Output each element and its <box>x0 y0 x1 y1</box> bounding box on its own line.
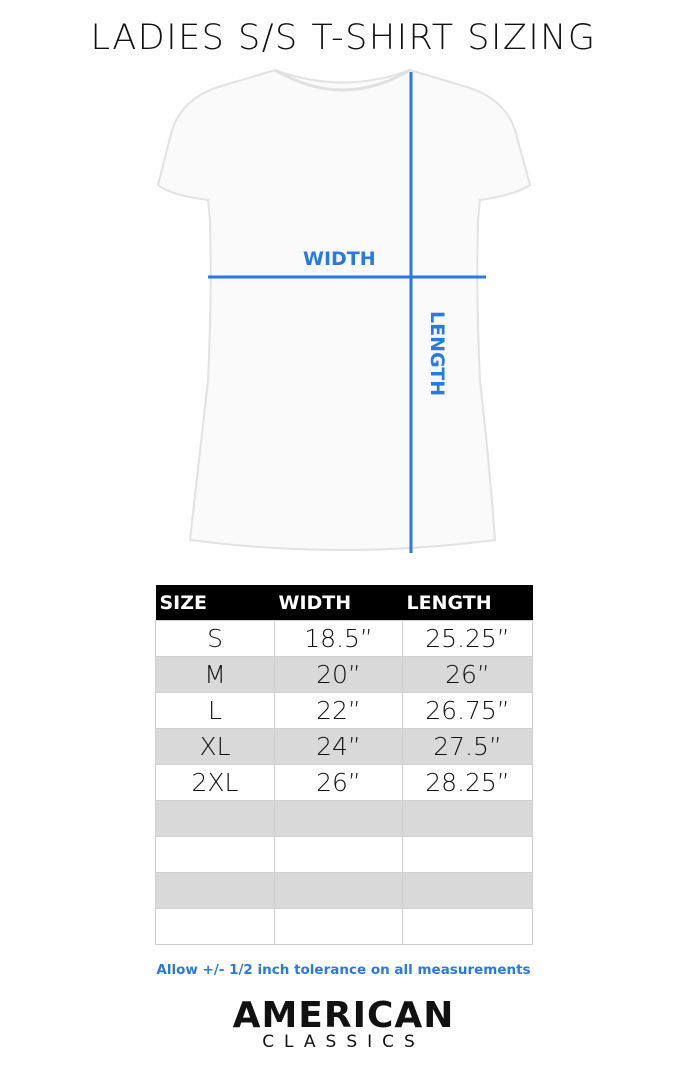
size-table: SIZE WIDTH LENGTH S 18.5” 25.25” M 20” 26” L 22… <box>155 585 533 945</box>
length-label: LENGTH <box>426 311 448 397</box>
cell-width <box>274 800 403 837</box>
table-row: S 18.5” 25.25” <box>155 620 533 657</box>
cell-length: 28.25” <box>402 764 533 801</box>
table-row <box>155 800 533 837</box>
tshirt-diagram <box>156 68 532 553</box>
cell-size <box>155 872 275 909</box>
cell-size: M <box>155 656 275 693</box>
page-title: LADIES S/S T-SHIRT SIZING <box>90 18 597 58</box>
header-size: SIZE <box>155 585 275 621</box>
cell-size: XL <box>155 728 275 765</box>
cell-size: 2XL <box>155 764 275 801</box>
cell-width <box>274 836 403 873</box>
header-length: LENGTH <box>402 585 533 621</box>
cell-length: 26” <box>402 656 533 693</box>
brand-logo-line2: CLASSICS <box>262 1032 425 1052</box>
width-label: WIDTH <box>303 248 376 270</box>
cell-size <box>155 908 275 945</box>
cell-length <box>402 872 533 909</box>
cell-width <box>274 908 403 945</box>
table-header: SIZE WIDTH LENGTH <box>155 585 533 621</box>
table-row: M 20” 26” <box>155 656 533 693</box>
cell-length <box>402 836 533 873</box>
cell-length: 27.5” <box>402 728 533 765</box>
cell-width: 24” <box>274 728 403 765</box>
table-row <box>155 908 533 945</box>
table-row <box>155 872 533 909</box>
cell-length <box>402 800 533 837</box>
cell-width: 22” <box>274 692 403 729</box>
cell-width <box>274 872 403 909</box>
table-row: XL 24” 27.5” <box>155 728 533 765</box>
cell-size: L <box>155 692 275 729</box>
cell-length: 26.75” <box>402 692 533 729</box>
cell-length: 25.25” <box>402 620 533 657</box>
cell-width: 20” <box>274 656 403 693</box>
table-row: 2XL 26” 28.25” <box>155 764 533 801</box>
cell-size <box>155 800 275 837</box>
cell-width: 26” <box>274 764 403 801</box>
cell-width: 18.5” <box>274 620 403 657</box>
table-row <box>155 836 533 873</box>
tshirt-collar <box>274 68 411 92</box>
cell-size: S <box>155 620 275 657</box>
table-row: L 22” 26.75” <box>155 692 533 729</box>
brand-logo-line1: AMERICAN <box>232 995 455 1036</box>
cell-size <box>155 836 275 873</box>
cell-length <box>402 908 533 945</box>
tshirt-shape <box>156 68 532 551</box>
header-width: WIDTH <box>274 585 403 621</box>
tolerance-note: Allow +/- 1/2 inch tolerance on all meas… <box>156 962 531 978</box>
